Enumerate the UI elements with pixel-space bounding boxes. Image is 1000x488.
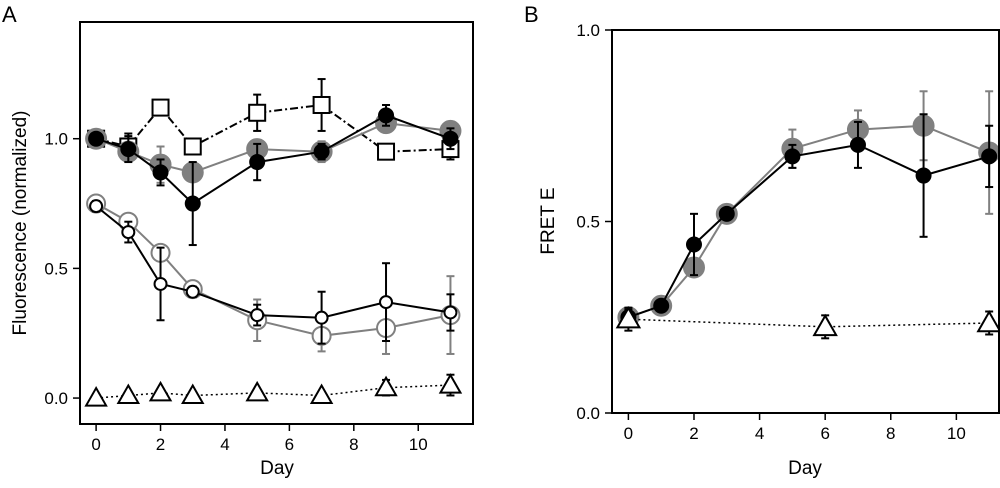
panel-a-series-0: [87, 78, 460, 161]
panel-a-data-point: [379, 295, 394, 310]
panel-a-data-point: [88, 130, 105, 147]
panel-a-data-point: [185, 284, 200, 299]
panel-a-data-point: [249, 154, 266, 171]
panel-a-data-point: [438, 373, 463, 394]
panel-a-data-point: [312, 95, 331, 114]
panel-a-y-axis-title: Fluorescence (normalized): [10, 111, 31, 336]
panel-b-plot-area: [615, 90, 1000, 340]
panel-a-y-tick-label: 0.5: [44, 259, 68, 278]
panel-a-data-point: [374, 375, 398, 397]
panel-b-data-point: [812, 313, 838, 337]
panel-a-data-point: [314, 310, 329, 325]
panel-b-data-point: [915, 167, 932, 184]
panel-a-data-point: [248, 103, 267, 122]
panel-b-data-point: [849, 136, 866, 153]
panel-b: B 0 2 4 6 8 10 0.0 0.5 1.0 Day FRET E: [524, 2, 1000, 479]
panel-b-x-tick-label: 4: [755, 424, 764, 443]
panel-a-data-point: [116, 383, 141, 404]
panel-a-data-point: [121, 225, 136, 240]
panel-a-plot-area: [84, 78, 463, 407]
panel-a-series-5: [84, 373, 463, 407]
panel-a-data-point: [89, 199, 104, 214]
panel-a-data-point: [377, 142, 396, 161]
panel-a-axes: 0 2 4 6 8 10 0.0 0.5 1.0: [44, 130, 427, 454]
panel-b-data-point: [615, 306, 642, 329]
panel-b-axes: 0 2 4 6 8 10 0.0 0.5 1.0: [576, 21, 965, 443]
panel-a-data-point: [153, 276, 168, 291]
panel-b-series-1: [620, 113, 998, 326]
panel-b-series-1-line: [628, 143, 990, 319]
panel-a-x-tick-label: 10: [409, 435, 428, 454]
panel-b-series-0: [617, 90, 1000, 329]
panel-a-label: A: [2, 2, 17, 27]
panel-b-series-2: [615, 306, 1000, 340]
panel-a-data-point: [443, 305, 458, 320]
panel-b-y-axis-title: FRET E: [538, 187, 559, 254]
panel-a-x-tick-label: 8: [349, 435, 358, 454]
panel-b-data-point: [784, 148, 801, 165]
panel-a-data-point: [84, 386, 108, 407]
panel-a-data-point: [442, 130, 459, 147]
panel-a: A 0 2 4 6 8 10 0.0 0.5 1.0 Day Fluorescence (nor…: [2, 2, 474, 479]
panel-a-data-point: [181, 383, 205, 404]
panel-a-data-point: [309, 383, 334, 404]
panel-a-series-3: [86, 193, 461, 355]
panel-b-data-point: [976, 309, 1000, 333]
panel-a-data-point: [184, 195, 201, 212]
panel-a-series-1: [85, 112, 462, 184]
panel-a-data-point: [245, 380, 269, 402]
panel-a-data-point: [151, 98, 170, 117]
panel-b-y-tick-label: 0.5: [576, 213, 600, 232]
panel-b-x-axis-title: Day: [788, 458, 822, 479]
panel-b-x-tick-label: 6: [820, 424, 829, 443]
panel-b-x-tick-label: 2: [689, 424, 698, 443]
panel-a-series-2: [88, 103, 459, 247]
panel-b-y-tick-label: 0.0: [576, 404, 600, 423]
panel-b-x-tick-label: 8: [886, 424, 895, 443]
panel-b-x-tick-label: 10: [947, 424, 966, 443]
panel-b-series-2-line: [628, 318, 990, 328]
panel-a-data-point: [250, 308, 265, 323]
panel-b-x-tick-label: 0: [624, 424, 633, 443]
panel-b-data-point: [718, 205, 735, 222]
panel-a-series-0-line: [95, 103, 451, 153]
panel-b-y-tick-label: 1.0: [576, 21, 600, 40]
panel-a-data-point: [152, 164, 169, 181]
panel-a-data-point: [378, 107, 395, 124]
panel-a-series-4: [89, 199, 458, 345]
panel-b-label: B: [524, 2, 539, 27]
panel-a-data-point: [120, 141, 137, 158]
panel-a-y-tick-label: 1.0: [44, 130, 68, 149]
panel-a-data-point: [183, 137, 202, 156]
panel-a-data-point: [148, 380, 173, 402]
panel-a-x-tick-label: 4: [220, 435, 229, 454]
panel-b-data-point: [981, 148, 998, 165]
panel-a-x-axis-title: Day: [260, 458, 294, 479]
panel-b-data-point: [685, 236, 702, 253]
panel-b-data-point: [653, 297, 670, 314]
panel-a-series-4-line: [95, 205, 451, 319]
panel-b-frame: [611, 29, 1000, 414]
panel-a-x-tick-label: 6: [285, 435, 294, 454]
panel-a-x-tick-label: 0: [91, 435, 100, 454]
panel-a-x-tick-label: 2: [156, 435, 165, 454]
panel-a-frame: [79, 21, 474, 425]
panel-a-y-tick-label: 0.0: [44, 389, 68, 408]
panel-a-data-point: [313, 143, 330, 160]
